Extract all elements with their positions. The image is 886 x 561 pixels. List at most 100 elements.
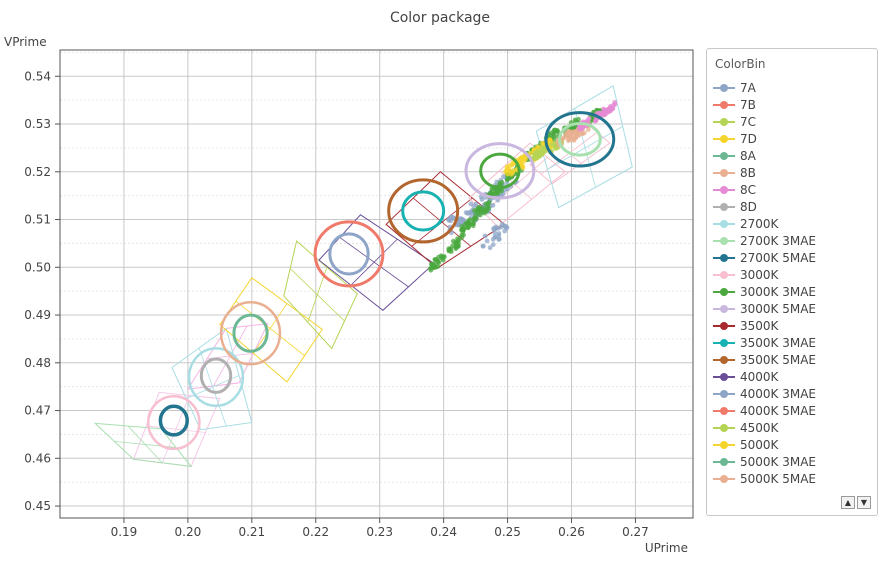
data-point (574, 134, 579, 139)
legend-swatch (713, 236, 735, 246)
x-tick-label: 0.22 (302, 525, 329, 539)
data-point (520, 165, 526, 171)
legend: ColorBin 7A 7B 7C 7D 8A 8B 8C 8D 2700K 2700K 3MAE… (706, 48, 878, 516)
data-point (492, 234, 498, 240)
legend-item[interactable]: 7B (713, 96, 816, 113)
macadam-ellipse (219, 300, 282, 366)
legend-swatch (713, 117, 735, 127)
legend-item[interactable]: 3000K 5MAE (713, 300, 816, 317)
data-point (508, 171, 514, 177)
legend-swatch (713, 372, 735, 382)
data-point (476, 204, 482, 210)
legend-label: 2700K (740, 216, 779, 231)
legend-item[interactable]: 3500K 5MAE (713, 351, 816, 368)
data-point (612, 100, 618, 105)
legend-label: 5000K (740, 437, 779, 452)
x-tick-label: 0.23 (366, 525, 393, 539)
legend-item[interactable]: 7A (713, 79, 816, 96)
legend-swatch (713, 440, 735, 450)
legend-scroll-up-button[interactable]: ▲ (841, 496, 855, 509)
data-point (487, 245, 493, 251)
data-point (465, 222, 471, 227)
data-point (501, 174, 506, 180)
legend-swatch (713, 270, 735, 280)
legend-label: 3000K 5MAE (740, 301, 817, 316)
legend-swatch (713, 219, 735, 229)
data-point (490, 202, 496, 208)
legend-navigation: ▲ ▼ (841, 496, 871, 509)
data-point (447, 247, 452, 253)
data-point (482, 210, 487, 216)
legend-label: 2700K 5MAE (740, 250, 817, 265)
legend-swatch (713, 253, 735, 263)
legend-item[interactable]: 7C (713, 113, 816, 130)
legend-swatch (713, 474, 735, 484)
legend-item[interactable]: 8C (713, 181, 816, 198)
legend-swatch (713, 304, 735, 314)
legend-swatch (713, 338, 735, 348)
data-point (533, 150, 538, 156)
y-tick-label: 0.46 (24, 451, 51, 465)
legend-item[interactable]: 8D (713, 198, 816, 215)
legend-item[interactable]: 5000K 5MAE (713, 470, 816, 487)
legend-title: ColorBin (715, 57, 766, 71)
data-point (492, 230, 498, 236)
legend-scroll-down-button[interactable]: ▼ (857, 496, 871, 509)
legend-item[interactable]: 3000K (713, 266, 816, 283)
legend-item[interactable]: 2700K 5MAE (713, 249, 816, 266)
legend-item[interactable]: 2700K (713, 215, 816, 232)
bin-cross-line (127, 425, 163, 464)
legend-label: 4500K (740, 420, 779, 435)
legend-item[interactable]: 8A (713, 147, 816, 164)
legend-item[interactable]: 3500K 3MAE (713, 334, 816, 351)
legend-item[interactable]: 2700K 3MAE (713, 232, 816, 249)
macadam-ellipse (557, 122, 602, 157)
data-point (566, 138, 571, 144)
x-tick-label: 0.26 (558, 525, 585, 539)
data-point (480, 243, 486, 249)
legend-item[interactable]: 7D (713, 130, 816, 147)
data-point (483, 201, 489, 207)
macadam-ellipse (401, 190, 446, 232)
legend-item[interactable]: 5000K 3MAE (713, 453, 816, 470)
legend-item[interactable]: 4000K (713, 368, 816, 385)
bin-cross-line (350, 238, 398, 286)
data-point (432, 257, 438, 262)
legend-label: 8C (740, 182, 757, 197)
x-axis-label: UPrime (645, 541, 688, 555)
legend-swatch (713, 151, 735, 161)
data-point (507, 163, 513, 169)
legend-label: 8B (740, 165, 756, 180)
legend-label: 7B (740, 97, 756, 112)
legend-label: 5000K 3MAE (740, 454, 817, 469)
legend-item[interactable]: 4500K (713, 419, 816, 436)
data-point (459, 217, 465, 222)
legend-swatch (713, 355, 735, 365)
data-point (510, 168, 516, 174)
legend-swatch (713, 202, 735, 212)
y-tick-label: 0.48 (24, 356, 51, 370)
data-point (459, 224, 465, 230)
legend-label: 5000K 5MAE (740, 471, 817, 486)
legend-item[interactable]: 4000K 3MAE (713, 385, 816, 402)
legend-item[interactable]: 3000K 3MAE (713, 283, 816, 300)
data-point (585, 127, 591, 132)
macadam-ellipse (544, 111, 616, 168)
y-axis-label: VPrime (4, 35, 47, 49)
macadam-ellipse (158, 404, 189, 437)
legend-item[interactable]: 4000K 5MAE (713, 402, 816, 419)
legend-item[interactable]: 3500K (713, 317, 816, 334)
bin-cross-line (146, 425, 206, 433)
legend-label: 2700K 3MAE (740, 233, 817, 248)
legend-swatch (713, 406, 735, 416)
legend-swatch (713, 100, 735, 110)
legend-item[interactable]: 8B (713, 164, 816, 181)
data-point (551, 134, 556, 140)
legend-label: 7A (740, 80, 756, 95)
data-point (504, 177, 510, 183)
data-point (493, 189, 499, 195)
chart-title: Color package (390, 10, 490, 26)
legend-item[interactable]: 5000K (713, 436, 816, 453)
data-point (603, 109, 609, 115)
